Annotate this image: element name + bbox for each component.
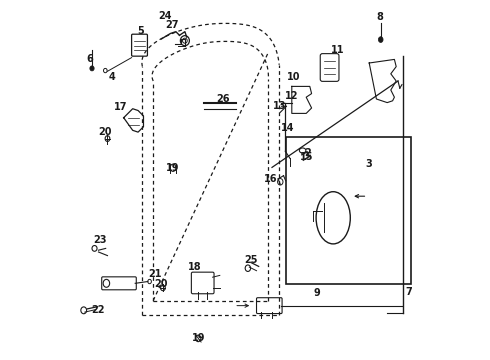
Text: 12: 12: [285, 91, 298, 102]
FancyBboxPatch shape: [257, 298, 282, 314]
Text: 19: 19: [192, 333, 205, 343]
FancyBboxPatch shape: [192, 272, 214, 294]
Text: 19: 19: [166, 163, 179, 174]
Text: 20: 20: [154, 279, 168, 289]
Text: 5: 5: [137, 26, 144, 36]
Text: 2: 2: [304, 148, 311, 158]
Text: 4: 4: [108, 72, 115, 82]
Text: 10: 10: [287, 72, 300, 82]
Text: 17: 17: [114, 102, 127, 112]
FancyBboxPatch shape: [102, 277, 136, 290]
Text: 16: 16: [264, 174, 278, 184]
Text: 24: 24: [158, 11, 172, 21]
Text: 22: 22: [92, 305, 105, 315]
Text: 27: 27: [166, 20, 179, 30]
Text: 13: 13: [273, 101, 287, 111]
FancyBboxPatch shape: [320, 54, 339, 81]
Ellipse shape: [378, 37, 383, 42]
Text: 14: 14: [281, 123, 294, 133]
Text: 8: 8: [376, 12, 384, 22]
Text: 21: 21: [148, 269, 162, 279]
Text: 6: 6: [86, 54, 93, 64]
Text: 11: 11: [331, 45, 344, 55]
Text: 9: 9: [314, 288, 320, 298]
Text: 26: 26: [216, 94, 229, 104]
Text: 15: 15: [299, 152, 313, 162]
Text: 25: 25: [245, 255, 258, 265]
Text: 18: 18: [188, 262, 201, 272]
Text: 3: 3: [366, 159, 372, 169]
Bar: [286, 137, 411, 284]
Text: 23: 23: [93, 235, 107, 246]
Text: 20: 20: [98, 127, 111, 138]
Text: 7: 7: [405, 287, 412, 297]
Ellipse shape: [90, 66, 94, 71]
FancyBboxPatch shape: [132, 34, 147, 56]
